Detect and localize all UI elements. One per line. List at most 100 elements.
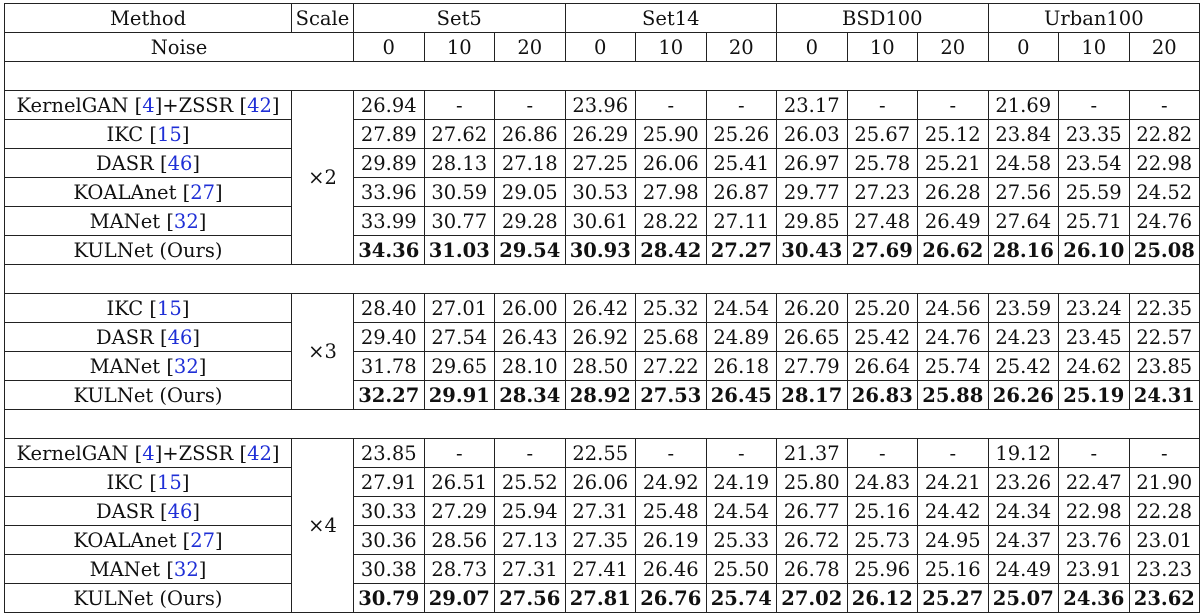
value-cell: 27.54 — [423, 322, 495, 352]
value-cell: 27.41 — [564, 554, 636, 584]
value-cell: 22.98 — [1128, 148, 1201, 178]
value-cell: - — [917, 438, 989, 468]
citation-link[interactable]: 42 — [247, 441, 272, 465]
citation-link[interactable]: 15 — [157, 470, 182, 494]
group-separator — [3, 264, 1201, 294]
citation-link[interactable]: 27 — [190, 528, 216, 552]
method-cell: KULNet (Ours) — [4, 583, 292, 613]
value-cell: 21.37 — [776, 438, 848, 468]
value-cell: 28.13 — [423, 148, 495, 178]
value-cell: 27.31 — [564, 496, 636, 526]
value-cell: 23.85 — [1128, 351, 1201, 381]
value-cell: 24.76 — [1128, 206, 1201, 236]
value-cell: - — [494, 90, 566, 120]
value-cell: 23.45 — [1058, 322, 1130, 352]
value-cell: 26.00 — [494, 293, 566, 323]
value-cell: 25.08 — [1128, 235, 1201, 265]
method-name: KULNet (Ours) — [73, 383, 223, 407]
method-cell: KULNet (Ours) — [4, 380, 292, 410]
value-cell: 25.21 — [917, 148, 989, 178]
value-cell: 25.12 — [917, 119, 989, 149]
method-name: DASR — [95, 325, 160, 349]
method-cell: MANet [32] — [4, 554, 292, 584]
value-cell: 27.89 — [353, 119, 425, 149]
value-cell: 24.52 — [1128, 177, 1201, 207]
value-cell: 28.56 — [423, 525, 495, 555]
noise-level-header: 10 — [423, 32, 495, 62]
value-cell: 30.61 — [564, 206, 636, 236]
value-cell: 25.78 — [846, 148, 919, 178]
value-cell: 25.68 — [635, 322, 707, 352]
value-cell: 25.74 — [705, 583, 778, 613]
citation-link[interactable]: 46 — [167, 499, 193, 523]
method-name: MANet — [89, 557, 167, 581]
value-cell: - — [846, 90, 919, 120]
value-cell: 26.64 — [846, 351, 919, 381]
dataset-header-urban100: Urban100 — [987, 3, 1201, 33]
table-row: DASR [46] 29.89 28.13 27.18 27.25 26.06 25.41 2… — [4, 148, 1201, 178]
value-cell: 33.99 — [353, 206, 425, 236]
noise-level-header: 20 — [1128, 32, 1201, 62]
value-cell: 26.10 — [1058, 235, 1130, 265]
group-separator — [3, 61, 1201, 91]
value-cell: 23.91 — [1058, 554, 1130, 584]
value-cell: 27.23 — [846, 177, 919, 207]
header-row-datasets: Method Scale Set5 Set14 BSD100 Urban100 — [4, 3, 1201, 33]
citation-link[interactable]: 46 — [167, 325, 193, 349]
value-cell: 26.72 — [776, 525, 848, 555]
citation-link[interactable]: 32 — [173, 354, 199, 378]
value-cell: 25.07 — [987, 583, 1060, 613]
method-cell: DASR [46] — [4, 496, 292, 526]
citation-link[interactable]: 15 — [157, 296, 182, 320]
value-cell: 29.91 — [423, 380, 495, 410]
value-cell: 25.80 — [776, 467, 848, 497]
value-cell: 34.36 — [353, 235, 425, 265]
value-cell: 27.48 — [846, 206, 919, 236]
value-cell: 28.50 — [564, 351, 636, 381]
group-separator-cell — [3, 409, 1201, 439]
value-cell: 30.77 — [423, 206, 495, 236]
method-name: DASR — [95, 499, 160, 523]
citation-link[interactable]: 46 — [167, 151, 193, 175]
value-cell: 22.98 — [1058, 496, 1130, 526]
citation-link[interactable]: 32 — [173, 557, 199, 581]
citation-link[interactable]: 32 — [173, 209, 199, 233]
table-row: DASR [46] 29.40 27.54 26.43 26.92 25.68 24.89 2… — [4, 322, 1201, 352]
method-name: KOALAnet — [73, 180, 183, 204]
noise-level-header: 20 — [494, 32, 566, 62]
noise-level-header: 0 — [564, 32, 636, 62]
value-cell: 24.56 — [917, 293, 989, 323]
value-cell: 31.03 — [423, 235, 495, 265]
citation-link[interactable]: 42 — [247, 93, 272, 117]
noise-header: Noise — [4, 32, 354, 62]
value-cell: 22.47 — [1058, 467, 1130, 497]
value-cell: - — [846, 438, 919, 468]
value-cell: 24.34 — [987, 496, 1060, 526]
method-name-suffix: +ZSSR — [162, 441, 240, 465]
value-cell: 27.11 — [705, 206, 778, 236]
value-cell: 27.56 — [494, 583, 566, 613]
value-cell: 33.96 — [353, 177, 425, 207]
dataset-header-bsd100: BSD100 — [776, 3, 989, 33]
value-cell: 26.87 — [705, 177, 778, 207]
value-cell: 26.62 — [917, 235, 989, 265]
citation-link[interactable]: 15 — [157, 122, 182, 146]
table-row: MANet [32] 30.38 28.73 27.31 27.41 26.46 25.50… — [4, 554, 1201, 584]
value-cell: 29.77 — [776, 177, 848, 207]
value-cell: 23.24 — [1058, 293, 1130, 323]
citation-link[interactable]: 4 — [142, 441, 155, 465]
table-row: KOALAnet [27] 30.36 28.56 27.13 27.35 26.19 25… — [4, 525, 1201, 555]
citation-link[interactable]: 27 — [190, 180, 216, 204]
value-cell: 24.58 — [987, 148, 1060, 178]
value-cell: - — [1128, 438, 1201, 468]
value-cell: 27.62 — [423, 119, 495, 149]
value-cell: 27.81 — [564, 583, 636, 613]
citation-link[interactable]: 4 — [142, 93, 155, 117]
method-name: KernelGAN — [16, 93, 135, 117]
value-cell: 32.27 — [353, 380, 425, 410]
value-cell: 27.29 — [423, 496, 495, 526]
value-cell: 25.94 — [494, 496, 566, 526]
value-cell: 19.12 — [987, 438, 1060, 468]
method-cell: KernelGAN [4]+ZSSR [42] — [4, 90, 292, 120]
method-name: KernelGAN — [16, 441, 135, 465]
